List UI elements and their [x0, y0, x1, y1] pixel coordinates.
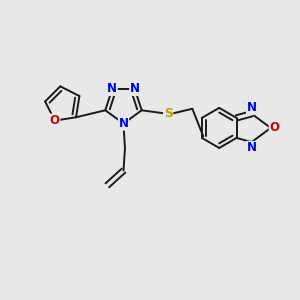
- Text: O: O: [50, 114, 60, 127]
- Text: N: N: [118, 117, 128, 130]
- Text: N: N: [107, 82, 117, 95]
- Text: N: N: [130, 82, 140, 95]
- Text: O: O: [269, 122, 279, 134]
- Text: N: N: [247, 141, 256, 154]
- Text: S: S: [164, 107, 173, 120]
- Text: N: N: [247, 101, 256, 114]
